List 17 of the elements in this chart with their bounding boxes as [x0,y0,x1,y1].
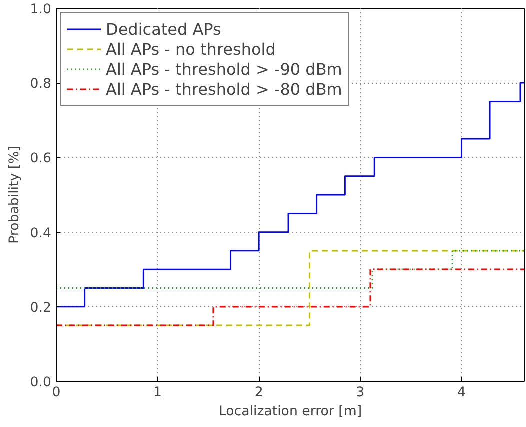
y-tick-label: 0.8 [30,77,52,92]
legend-label: All APs - threshold > -90 dBm [106,60,342,78]
y-tick-label: 0.0 [30,376,52,390]
x-tick-label: 4 [457,386,466,400]
x-axis-title: Localization error [m] [218,404,362,420]
y-tick-label: 0.4 [30,226,52,242]
y-axis-title: Probability [%] [7,146,22,244]
y-tick-label: 1.0 [30,2,52,18]
legend-label: All APs - no threshold [106,40,276,58]
x-tick-label: 2 [254,386,264,400]
x-tick-label: 0 [52,386,61,400]
y-tick-label: 0.6 [30,152,52,167]
x-tick-label: 3 [356,386,365,400]
x-tick-label: 1 [154,386,162,400]
legend-label: All APs - threshold > -80 dBm [106,80,342,98]
y-tick-label: 0.2 [30,300,52,316]
legend-label: Dedicated APs [106,20,222,38]
